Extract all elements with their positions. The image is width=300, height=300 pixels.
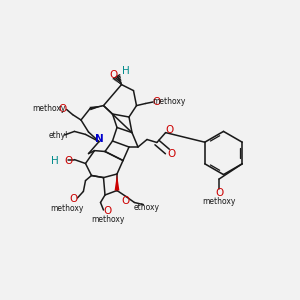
- Text: methoxy: methoxy: [152, 98, 185, 106]
- Polygon shape: [90, 106, 104, 110]
- Text: methoxy: methoxy: [32, 104, 65, 113]
- Polygon shape: [115, 174, 119, 190]
- Text: O: O: [64, 155, 73, 166]
- Text: O: O: [58, 103, 67, 114]
- Text: methoxy: methoxy: [202, 196, 236, 206]
- Text: H: H: [51, 155, 59, 166]
- Text: O: O: [215, 188, 223, 198]
- Text: H: H: [122, 66, 129, 76]
- Text: O: O: [167, 149, 175, 159]
- Text: ethyl: ethyl: [49, 131, 68, 140]
- Text: N: N: [94, 134, 103, 144]
- Text: O: O: [110, 70, 118, 80]
- Text: O: O: [121, 196, 130, 206]
- Text: methoxy: methoxy: [50, 204, 83, 213]
- Text: O: O: [165, 124, 173, 135]
- Text: O: O: [153, 97, 161, 107]
- Text: methoxy: methoxy: [91, 214, 125, 224]
- Text: ethoxy: ethoxy: [134, 203, 159, 212]
- Text: O: O: [103, 206, 112, 216]
- Text: O: O: [69, 194, 78, 205]
